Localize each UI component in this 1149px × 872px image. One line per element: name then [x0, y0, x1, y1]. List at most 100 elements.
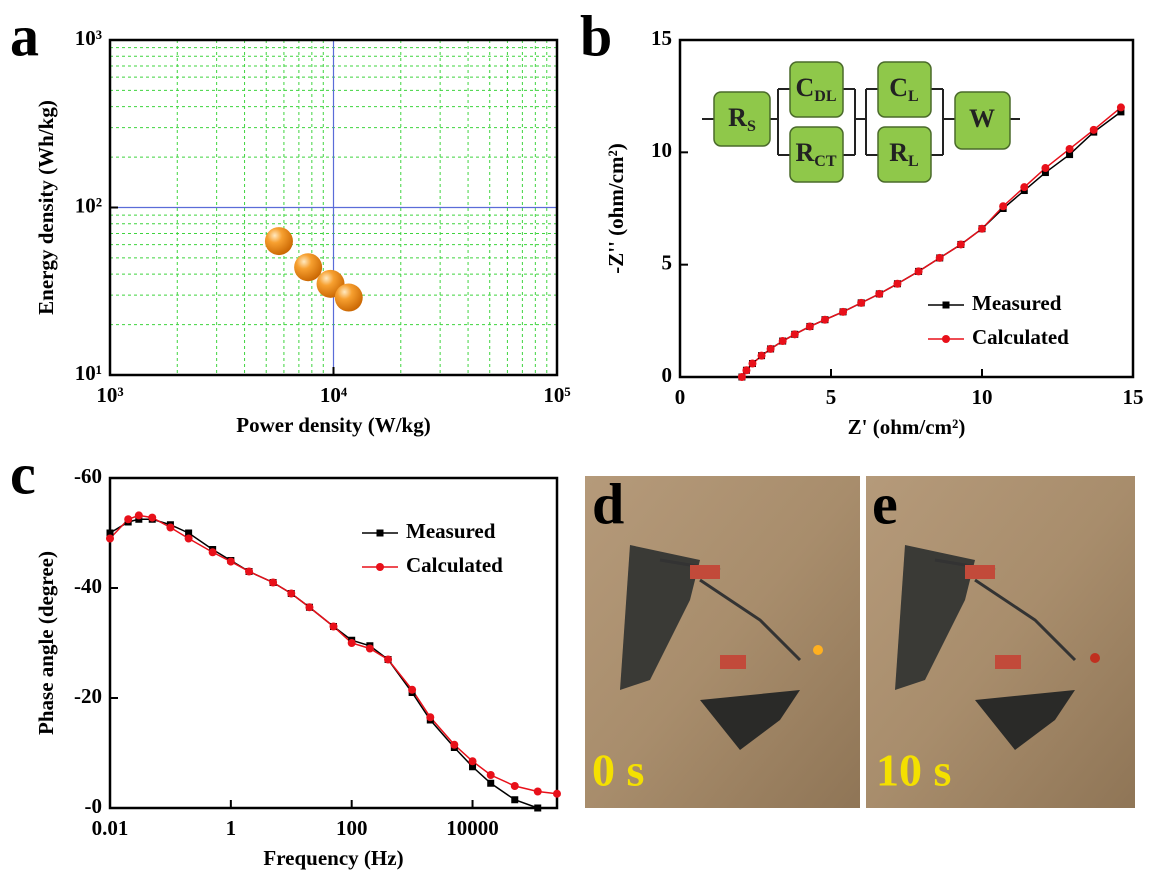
symbol: R — [795, 138, 814, 167]
marker — [820, 315, 829, 324]
marker — [384, 655, 393, 664]
symbol: C — [795, 73, 814, 102]
marker — [1041, 169, 1049, 177]
circuit-label: CDL — [795, 73, 836, 105]
marker — [914, 267, 923, 276]
marker — [1041, 164, 1050, 173]
marker — [347, 639, 356, 647]
marker — [469, 763, 477, 771]
panel-label: a — [10, 3, 39, 68]
marker — [748, 359, 757, 368]
marker — [1116, 103, 1125, 112]
marker — [757, 351, 766, 360]
marker — [857, 298, 866, 307]
marker — [534, 804, 542, 812]
marker — [287, 589, 296, 598]
y-axis-title: -Z'' (ohm/cm²) — [604, 143, 628, 274]
legend-marker — [942, 301, 950, 309]
panel-label: c — [10, 441, 36, 506]
circuit-label: CL — [889, 73, 918, 105]
chart: 0 5 10 15 0 5 10 15 b Z' (ohm/cm²) -Z'' (ohm/cm²) M… — [580, 3, 1144, 439]
legend-label: Calculated — [972, 325, 1069, 349]
x-axis-title: Power density (W/kg) — [236, 413, 430, 437]
x-tick-label: 5 — [826, 385, 837, 409]
photo-e — [866, 476, 1135, 808]
x-axis-title: Z' (ohm/cm²) — [848, 415, 966, 439]
panel-label: e — [872, 471, 898, 536]
y-tick-label: 15 — [651, 26, 672, 50]
marker — [148, 513, 157, 522]
photo-caption: 0 s — [592, 745, 644, 796]
marker — [766, 344, 775, 353]
marker — [875, 289, 884, 298]
circuit-inset: RS CDL RCT CL RL W — [702, 61, 1020, 183]
chart: 10³ 10⁴ 10⁵ 10¹ 10² 10³ a Power density (W/kg) E… — [10, 3, 571, 437]
circuit-label: RS — [728, 103, 756, 135]
y-tick-label: 10 — [651, 138, 672, 162]
x-tick-label: 10⁵ — [543, 383, 570, 407]
symbol: R — [889, 138, 908, 167]
marker — [486, 771, 495, 779]
marker — [226, 557, 235, 566]
symbol: C — [889, 73, 908, 102]
marker — [305, 603, 314, 612]
circuit-label: RCT — [795, 138, 836, 170]
marker — [1065, 144, 1074, 153]
legend-label: Measured — [406, 519, 496, 543]
y-tick-label: -60 — [74, 464, 102, 488]
marker — [935, 253, 944, 262]
marker — [1020, 183, 1029, 192]
x-tick-label: 10000 — [446, 816, 499, 840]
panel-label: d — [592, 471, 624, 536]
y-tick-label: -20 — [74, 684, 102, 708]
marker — [1089, 125, 1098, 134]
subscript: DL — [814, 88, 836, 105]
marker — [468, 757, 477, 766]
subscript: L — [908, 153, 919, 170]
subscript: L — [908, 88, 919, 105]
marker — [426, 713, 435, 722]
y-axis-title: Energy density (Wh/kg) — [34, 100, 58, 315]
plot-frame — [678, 38, 1135, 379]
legend-marker — [376, 529, 384, 537]
x-tick-label: 10⁴ — [320, 383, 348, 407]
x-tick-label: 0.01 — [92, 816, 129, 840]
marker — [893, 279, 902, 288]
marker — [1117, 108, 1125, 116]
photo-d — [585, 476, 860, 808]
marker — [185, 529, 193, 537]
x-tick-label: 100 — [336, 816, 368, 840]
marker — [450, 740, 459, 749]
point — [264, 227, 293, 256]
x-tick-label: 10³ — [96, 383, 123, 407]
subscript: CT — [814, 153, 837, 170]
marker — [790, 330, 799, 339]
chart: 0.01 1 100 10000 -60 -40 -20 -0 c Frequency (Hz) P… — [10, 441, 559, 870]
legend-label: Calculated — [406, 553, 503, 577]
y-tick-label: 5 — [662, 250, 673, 274]
symbol: R — [728, 103, 747, 132]
marker — [184, 534, 193, 543]
marker — [999, 202, 1008, 211]
marker — [742, 366, 751, 375]
y-tick-label: 0 — [662, 363, 673, 387]
y-tick-label: 10³ — [75, 26, 102, 50]
marker — [737, 373, 746, 381]
marker — [956, 240, 965, 249]
circuit-label: W — [969, 104, 995, 133]
marker — [166, 523, 175, 532]
marker — [778, 337, 787, 346]
marker — [805, 322, 814, 331]
marker — [511, 796, 519, 804]
point — [294, 253, 323, 282]
marker — [329, 622, 338, 631]
marker — [487, 779, 495, 787]
marker — [106, 534, 114, 543]
y-tick-label: 10¹ — [75, 361, 102, 385]
marker — [408, 685, 417, 694]
marker — [553, 789, 561, 798]
circuit-label: RL — [889, 138, 918, 170]
marker — [134, 511, 143, 520]
legend-label: Measured — [972, 291, 1062, 315]
y-tick-label: 10² — [75, 193, 102, 217]
